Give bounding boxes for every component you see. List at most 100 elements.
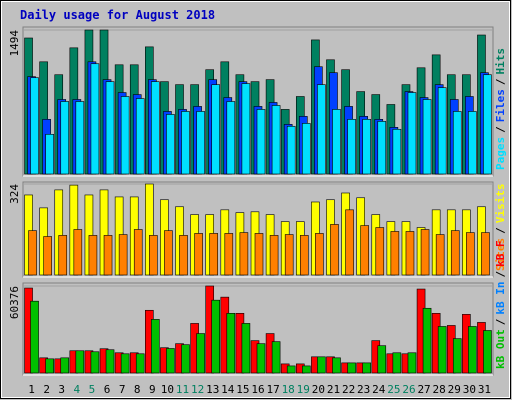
legend-separator: / — [494, 271, 507, 278]
bar — [450, 230, 460, 276]
bar — [256, 343, 266, 374]
x-tick-label: 27 — [417, 383, 430, 396]
bar — [286, 125, 296, 175]
legend: Pages / Files / Hits — [494, 48, 507, 170]
bar — [105, 349, 115, 374]
bar — [196, 333, 205, 374]
x-tick-label: 1 — [28, 383, 35, 396]
legend-separator: / — [494, 227, 507, 234]
legend-entry: Hits — [494, 48, 507, 75]
bar — [194, 233, 203, 276]
x-tick-label: 3 — [58, 383, 65, 396]
bar — [60, 101, 70, 175]
bar — [301, 123, 311, 175]
bar — [45, 358, 54, 374]
bar — [299, 235, 309, 276]
bar — [420, 229, 430, 276]
bar — [149, 235, 158, 276]
bar — [286, 365, 296, 374]
bar — [271, 105, 281, 175]
bar — [483, 74, 492, 175]
bar — [256, 109, 266, 175]
bar — [315, 233, 324, 276]
legend-separator: / — [494, 126, 507, 133]
x-tick-label: 7 — [119, 383, 126, 396]
bar — [166, 348, 175, 374]
bar — [120, 353, 130, 374]
legend-separator: / — [494, 318, 507, 325]
bar — [90, 63, 100, 175]
x-tick-label: 18 — [282, 383, 295, 396]
bar — [211, 84, 221, 175]
bar — [88, 235, 98, 276]
bar — [301, 365, 311, 374]
bar — [226, 101, 236, 175]
bar — [241, 323, 251, 374]
bar — [181, 344, 190, 374]
x-tick-label: 21 — [327, 383, 340, 396]
legend-entry: kB F — [494, 240, 507, 267]
x-tick-label: 9 — [149, 383, 156, 396]
bar — [452, 111, 462, 175]
x-tick-label: 8 — [134, 383, 141, 396]
bar — [375, 227, 385, 276]
bar — [452, 338, 462, 374]
bar — [239, 232, 249, 276]
bar — [377, 121, 387, 175]
x-tick-label: 5 — [89, 383, 96, 396]
bar — [468, 111, 477, 175]
x-tick-label: 31 — [478, 383, 491, 396]
bar — [269, 235, 279, 276]
x-tick-label: 2 — [43, 383, 50, 396]
bar — [241, 83, 251, 175]
bar — [407, 352, 417, 374]
bar — [422, 307, 432, 374]
x-tick-label: 15 — [236, 383, 249, 396]
x-tick-label: 29 — [448, 383, 461, 396]
bar — [332, 357, 341, 374]
x-tick-label: 28 — [433, 383, 446, 396]
bar — [45, 133, 54, 175]
x-tick-label: 6 — [104, 383, 111, 396]
x-tick-label: 26 — [402, 383, 415, 396]
bar — [179, 235, 188, 276]
x-tick-label: 10 — [161, 383, 174, 396]
bar — [164, 230, 173, 276]
legend-entry: Visits — [494, 184, 507, 224]
x-tick-label: 20 — [312, 383, 325, 396]
bar — [317, 356, 326, 374]
bar — [377, 345, 387, 374]
bar — [135, 353, 145, 374]
bar — [362, 362, 371, 374]
bar — [43, 236, 52, 276]
x-tick-label: 11 — [176, 383, 189, 396]
x-tick-label: 24 — [372, 383, 386, 396]
bar — [135, 98, 145, 175]
bar — [105, 81, 115, 175]
legend-entry: Pages — [494, 137, 507, 170]
x-tick-label: 4 — [74, 383, 81, 396]
legend-entry: kB Out — [494, 329, 507, 369]
x-tick-label: 16 — [251, 383, 264, 396]
bar — [437, 87, 447, 175]
bar — [345, 209, 354, 276]
y-tick-label: 60376 — [8, 286, 21, 319]
bar — [73, 229, 83, 276]
bar — [284, 234, 294, 276]
bar — [468, 326, 477, 374]
bar — [437, 326, 447, 374]
bar — [362, 119, 371, 175]
bar — [330, 224, 339, 276]
y-tick-label: 1494 — [8, 30, 21, 57]
x-tick-label: 19 — [297, 383, 310, 396]
legend-separator: / — [494, 78, 507, 85]
bar — [422, 99, 432, 175]
bar — [103, 235, 113, 276]
bar — [360, 225, 369, 276]
bar — [317, 84, 326, 175]
y-tick-label: 324 — [8, 184, 21, 204]
bar — [347, 119, 356, 175]
legend: Sites / Visits — [494, 184, 507, 272]
